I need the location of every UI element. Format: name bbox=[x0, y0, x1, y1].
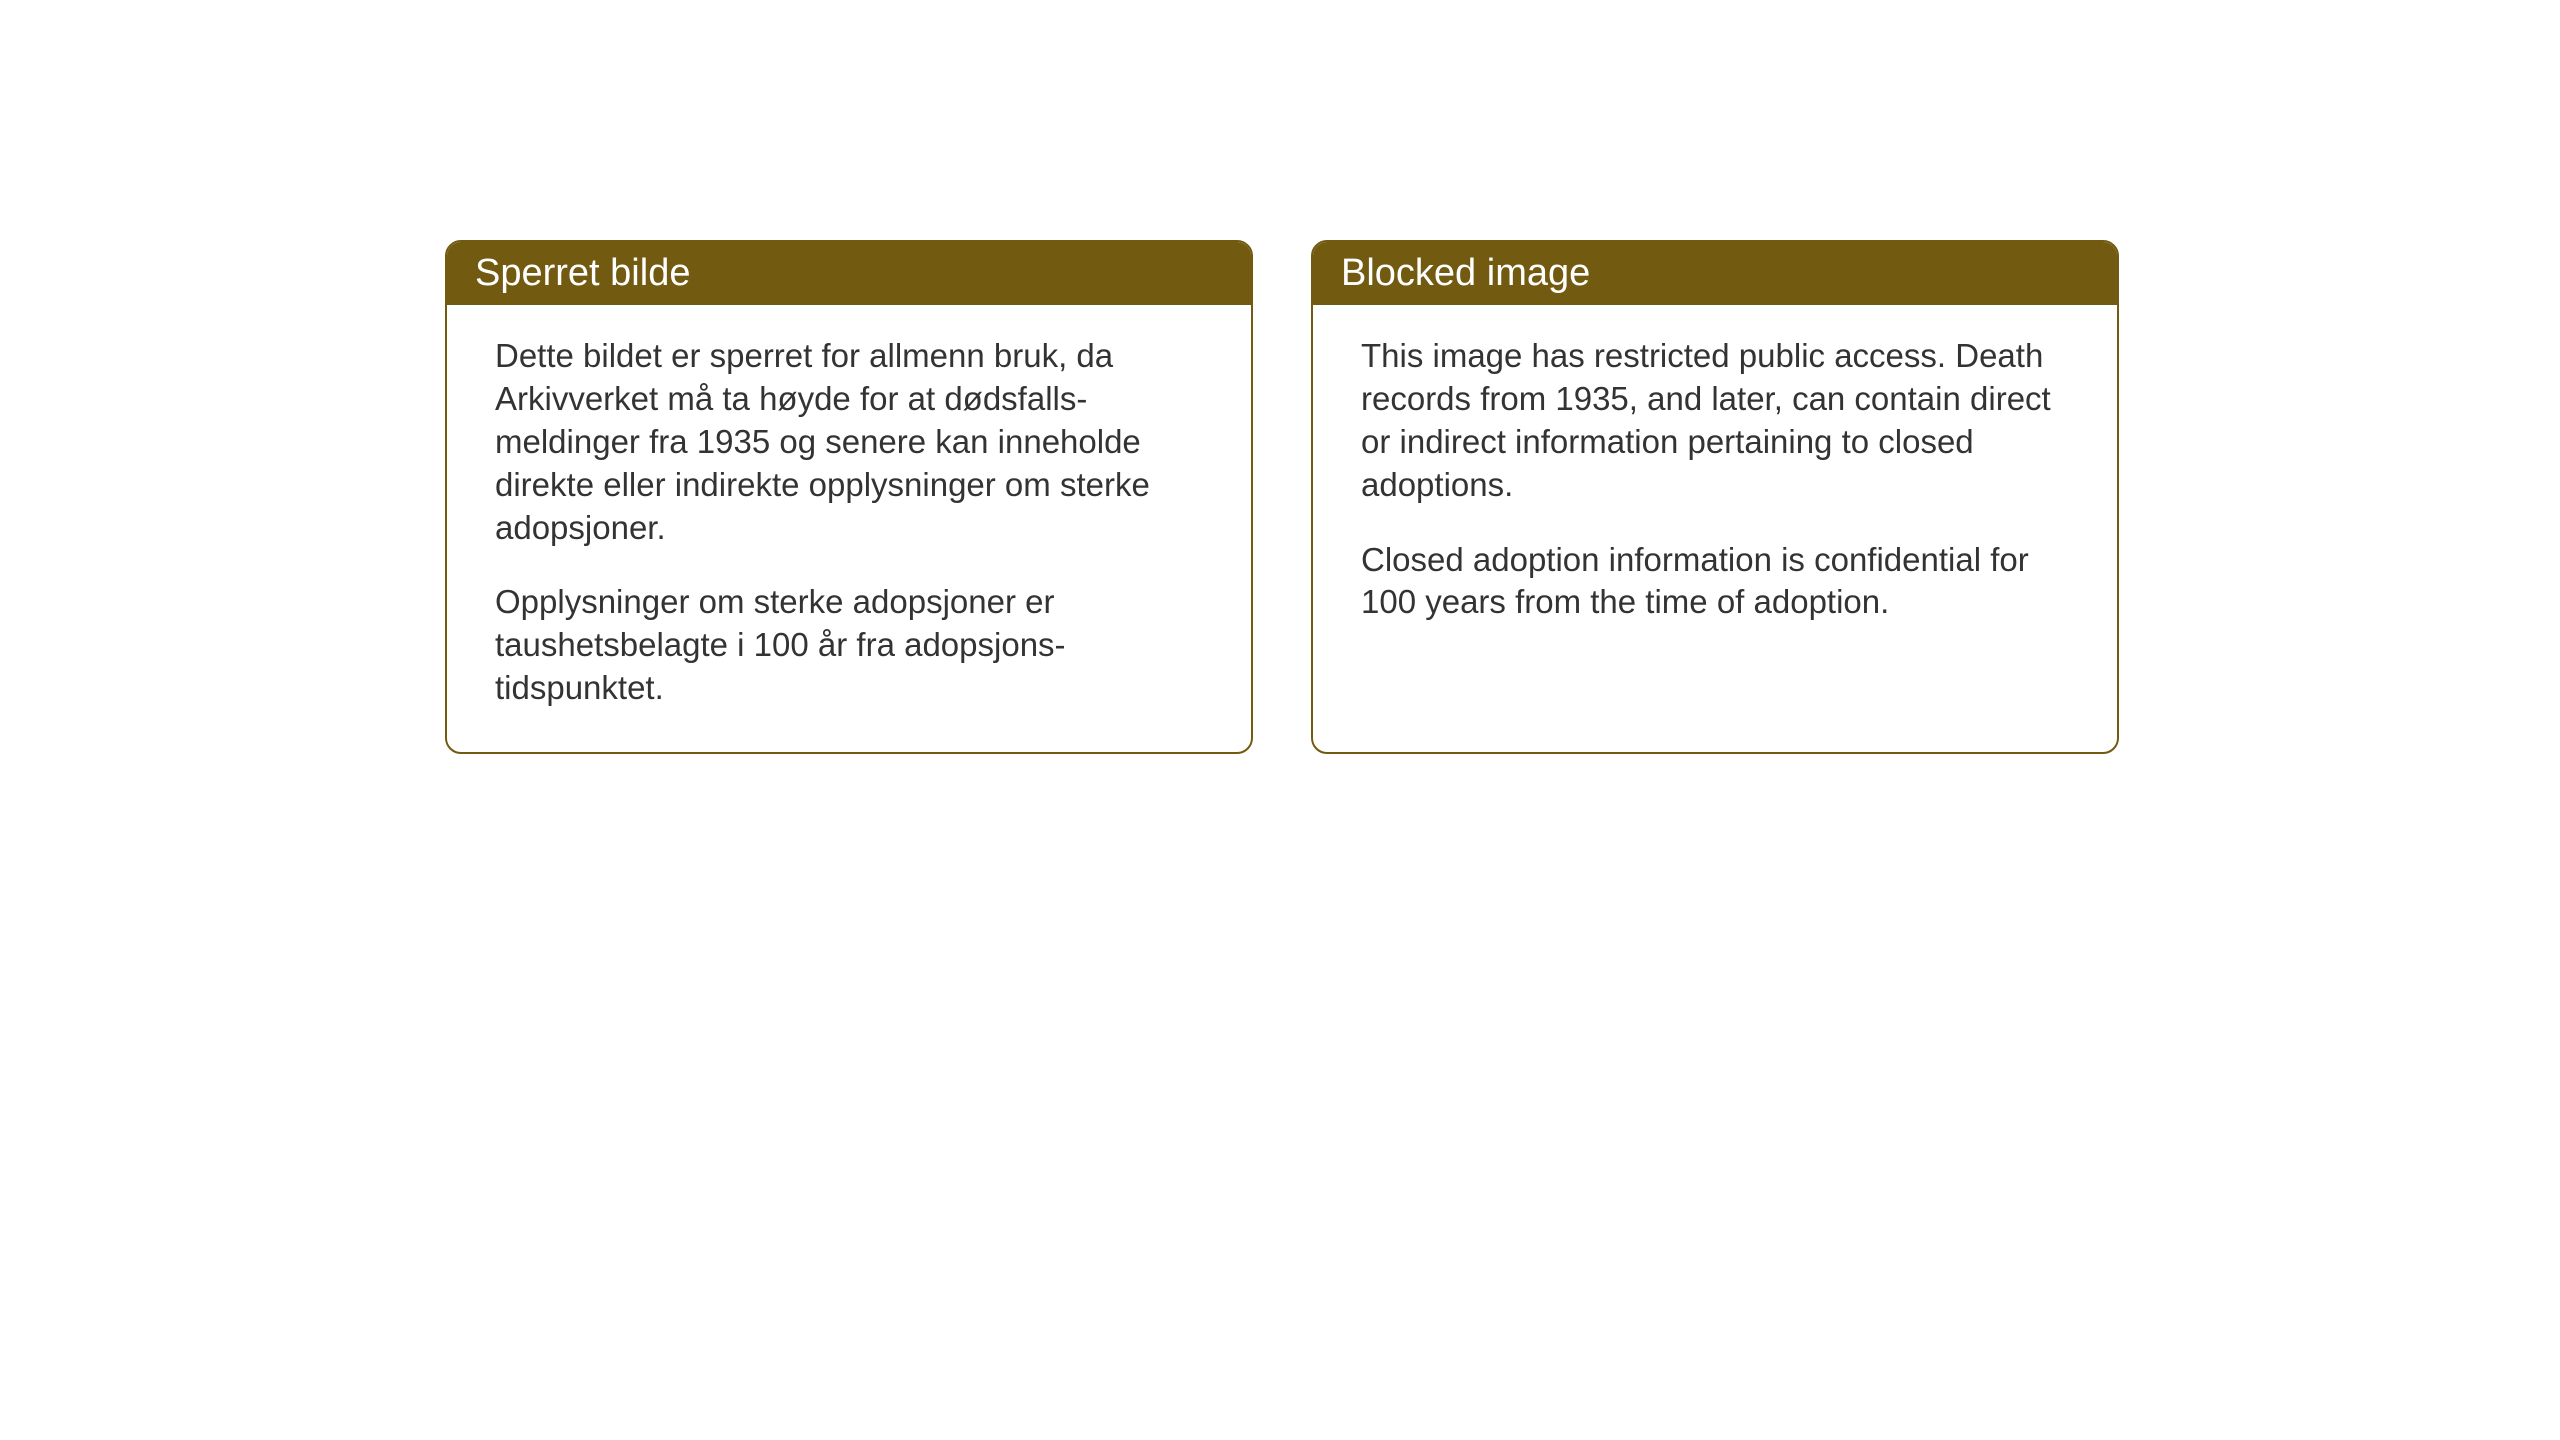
card-body-english: This image has restricted public access.… bbox=[1313, 305, 2117, 666]
card-body-norwegian: Dette bildet er sperret for allmenn bruk… bbox=[447, 305, 1251, 752]
card-paragraph-norwegian-2: Opplysninger om sterke adopsjoner er tau… bbox=[495, 581, 1203, 710]
card-title-norwegian: Sperret bilde bbox=[475, 252, 690, 294]
card-header-english: Blocked image bbox=[1313, 242, 2117, 305]
notice-card-norwegian: Sperret bilde Dette bildet er sperret fo… bbox=[445, 240, 1253, 754]
card-paragraph-english-1: This image has restricted public access.… bbox=[1361, 335, 2069, 507]
card-paragraph-english-2: Closed adoption information is confident… bbox=[1361, 539, 2069, 625]
card-title-english: Blocked image bbox=[1341, 252, 1590, 294]
notice-card-english: Blocked image This image has restricted … bbox=[1311, 240, 2119, 754]
notice-container: Sperret bilde Dette bildet er sperret fo… bbox=[445, 240, 2119, 754]
card-header-norwegian: Sperret bilde bbox=[447, 242, 1251, 305]
card-paragraph-norwegian-1: Dette bildet er sperret for allmenn bruk… bbox=[495, 335, 1203, 549]
